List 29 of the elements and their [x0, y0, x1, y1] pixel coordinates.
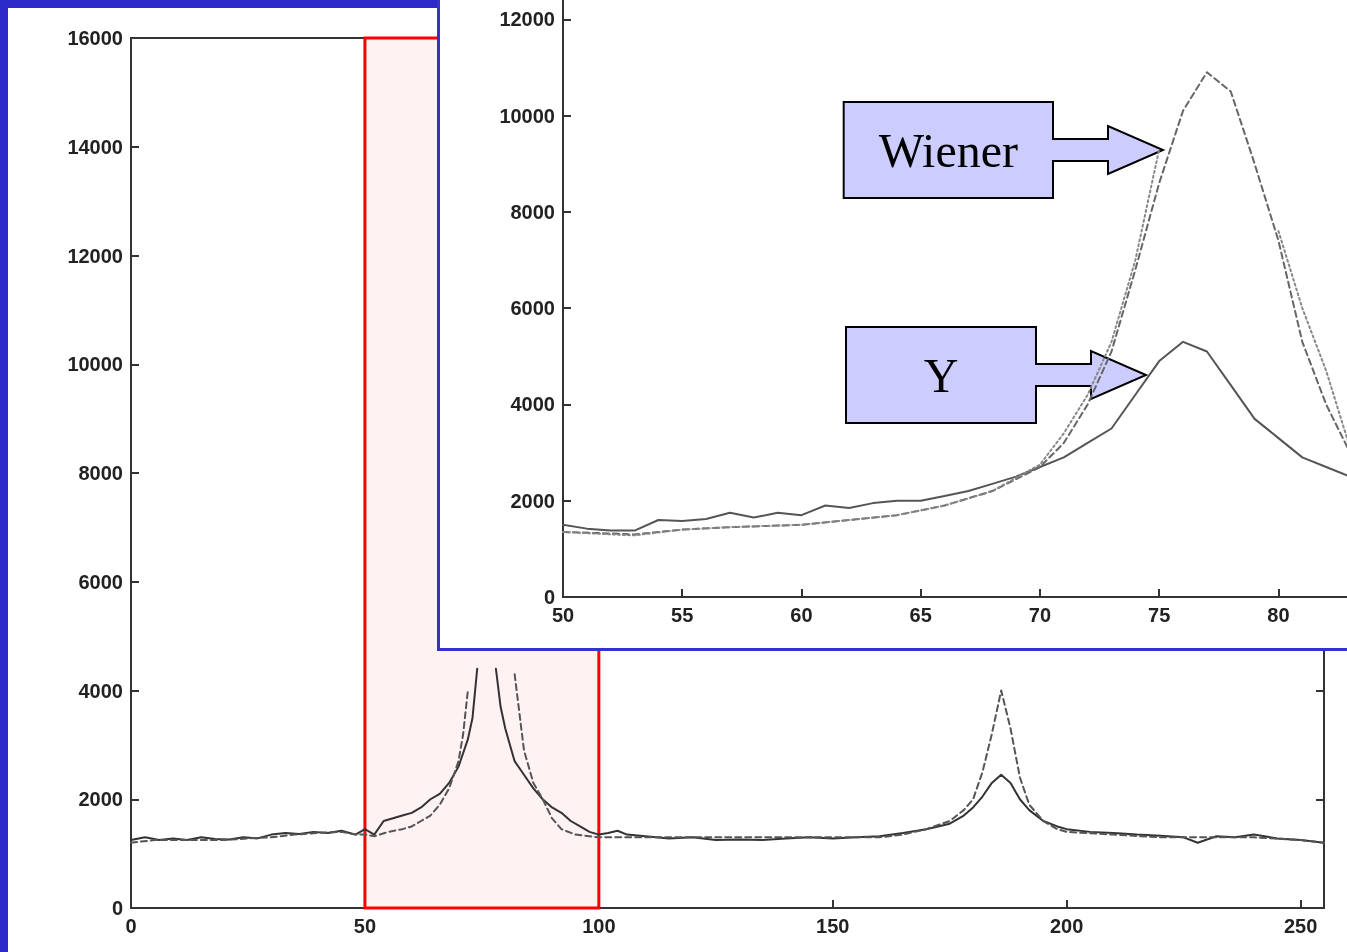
- x-tick-label: 55: [671, 604, 694, 626]
- x-tick-label: 250: [1283, 915, 1318, 937]
- annotation: Y: [923, 347, 959, 403]
- y-tick-label: 0: [111, 897, 123, 919]
- annotation: Wiener: [878, 122, 1018, 178]
- y-tick-label: 4000: [510, 393, 555, 416]
- y-tick-label: 2000: [510, 489, 555, 512]
- x-tick-label: 100: [582, 915, 616, 937]
- x-tick-label: 200: [1050, 915, 1084, 937]
- x-tick-label: 0: [125, 915, 137, 937]
- x-tick-label: 75: [1148, 604, 1171, 626]
- y-tick-label: 8000: [510, 200, 555, 223]
- x-tick-label: 60: [790, 604, 813, 626]
- y-tick-label: 6000: [510, 297, 555, 320]
- x-tick-label: 65: [909, 604, 932, 626]
- y-tick-label: 14000: [67, 135, 123, 158]
- y-tick-label: 2000: [78, 788, 123, 811]
- y-tick-label: 12000: [67, 244, 123, 267]
- y-tick-label: 16000: [67, 27, 123, 49]
- x-tick-label: 150: [816, 915, 850, 937]
- y-tick-label: 4000: [78, 679, 123, 702]
- x-tick-label: 80: [1267, 604, 1290, 626]
- y-tick-label: 8000: [78, 462, 123, 484]
- x-tick-label: 70: [1028, 604, 1052, 626]
- y-tick-label: 12000: [499, 8, 555, 31]
- y-tick-label: 10000: [499, 104, 555, 127]
- x-tick-label: 50: [353, 915, 377, 937]
- y-tick-label: 6000: [78, 570, 123, 593]
- y-tick-label: 10000: [67, 353, 123, 376]
